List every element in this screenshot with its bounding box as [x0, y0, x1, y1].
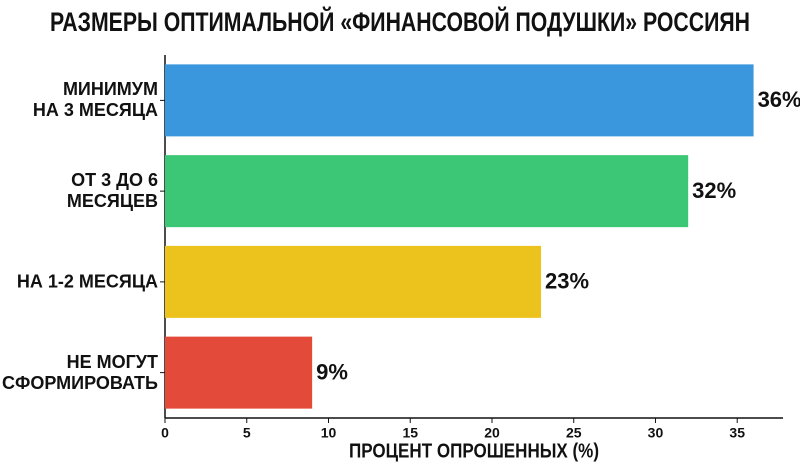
x-tick-label: 15: [402, 425, 418, 441]
value-label: 36%: [758, 87, 800, 112]
bar: [165, 155, 689, 228]
bar: [165, 245, 542, 318]
x-tick-label: 5: [243, 425, 251, 441]
chart-title: РАЗМЕРЫ ОПТИМАЛЬНОЙ «ФИНАНСОВОЙ ПОДУШКИ»…: [50, 6, 750, 37]
x-tick-label: 35: [729, 425, 745, 441]
x-tick-label: 30: [648, 425, 664, 441]
value-label: 23%: [545, 269, 589, 294]
y-tick-label: НА 1-2 МЕСЯЦА: [16, 271, 158, 292]
y-tick-label: НЕ МОГУТ СФОРМИРОВАТЬ: [2, 351, 158, 393]
value-label: 32%: [692, 178, 736, 203]
x-tick-label: 10: [321, 425, 337, 441]
x-axis-label: ПРОЦЕНТ ОПРОШЕННЫХ (%): [349, 440, 599, 462]
value-label: 9%: [316, 359, 348, 384]
x-tick-label: 25: [566, 425, 582, 441]
x-tick-label: 0: [161, 425, 169, 441]
x-tick-label: 20: [484, 425, 500, 441]
bar: [165, 64, 754, 137]
y-tick-label: ОТ 3 ДО 6 МЕСЯЦЕВ: [66, 170, 158, 212]
y-tick-label: МИНИМУМ НА 3 МЕСЯЦА: [32, 79, 158, 121]
bar: [165, 336, 313, 409]
